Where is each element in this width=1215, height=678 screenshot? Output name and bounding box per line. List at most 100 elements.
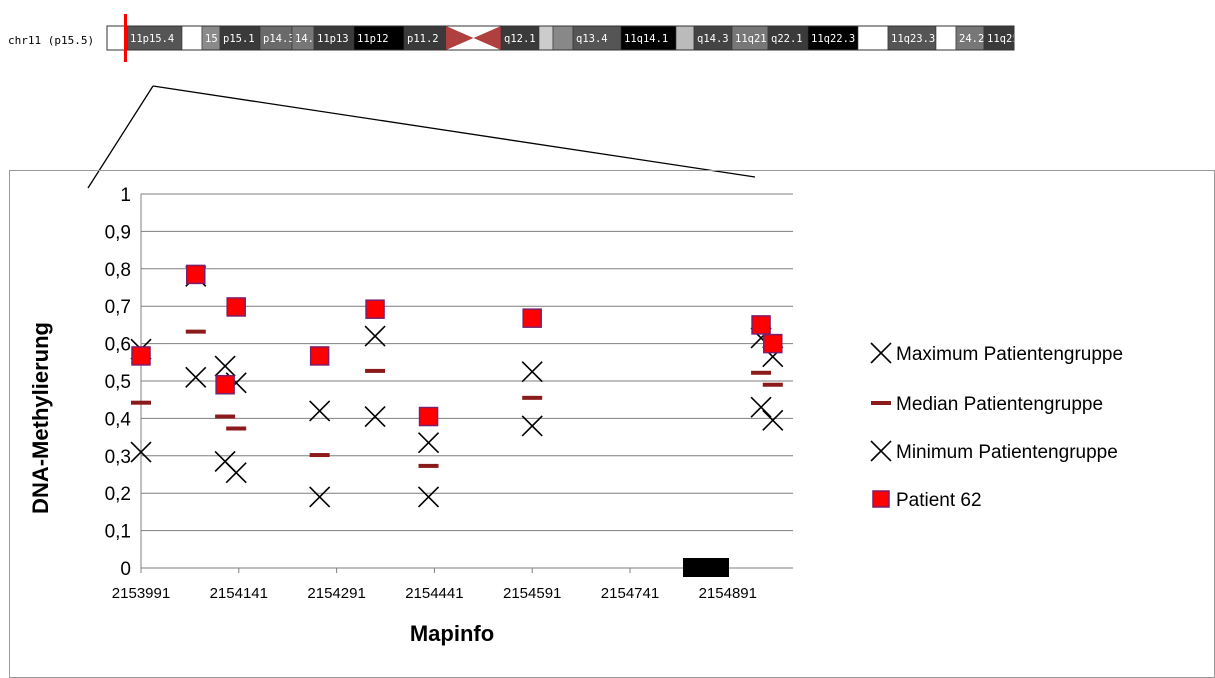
y-tick-label: 0,5 (105, 372, 131, 393)
band-label: 11q14.1 (624, 33, 668, 45)
band-label: 11q21 (735, 33, 767, 45)
chromosome-band (693, 25, 733, 51)
data-point (309, 486, 331, 508)
data-point (751, 370, 772, 375)
x-tick-label: 2153991 (112, 585, 170, 602)
data-point (417, 432, 440, 454)
data-point (226, 426, 247, 431)
data-point (215, 414, 236, 419)
legend-item: Maximum Patientengruppe (870, 342, 1123, 365)
legend-item: Minimum Patientengruppe (870, 440, 1118, 463)
band-label: q14.3 (697, 33, 729, 45)
y-tick-label: 0,3 (105, 447, 131, 468)
data-point (309, 400, 331, 422)
zoom-line-right (152, 85, 756, 178)
chromosome-band (538, 25, 554, 51)
data-point (131, 346, 151, 366)
series-4 (131, 264, 783, 427)
legend-label: Maximum Patientengruppe (896, 344, 1123, 365)
x-tick-label: 2154741 (601, 585, 659, 602)
legend-marker (870, 440, 892, 462)
chromosome-band (675, 25, 695, 51)
data-point (364, 405, 386, 428)
series-3 (130, 366, 784, 508)
band-label: 24.2 (959, 33, 984, 45)
legend-label: Median Patientengruppe (896, 394, 1103, 415)
band-label: 11q25 (987, 33, 1019, 45)
data-point (131, 400, 151, 405)
data-point (750, 396, 772, 418)
x-tick-label: 2154141 (210, 585, 268, 602)
band-label: p11.2 (407, 33, 439, 45)
legend: Maximum Patientengruppe Median Patienteng… (870, 342, 1123, 511)
y-axis-title: DNA-Methylierung (28, 322, 53, 514)
x-tick-label: 2154441 (405, 585, 463, 602)
legend-item: Patient 62 (872, 490, 982, 511)
legend-label: Patient 62 (896, 490, 982, 511)
data-point (364, 325, 386, 347)
data-point (521, 415, 543, 437)
data-point (522, 395, 543, 400)
data-point (215, 374, 235, 395)
chromosome-band (126, 25, 183, 51)
data-point (130, 441, 152, 463)
region-bar (683, 558, 729, 577)
y-tick-label: 0,6 (105, 335, 131, 356)
data-point (762, 382, 783, 387)
data-point (214, 355, 236, 377)
y-tick-label: 0,2 (105, 484, 131, 505)
data-point (751, 315, 771, 335)
band-label: 11p15.4 (130, 33, 174, 45)
data-point (418, 463, 439, 468)
chromosome-band (552, 25, 574, 51)
y-tick-label: 0,7 (105, 297, 131, 318)
data-point (365, 299, 385, 319)
data-point (186, 264, 206, 285)
band-label: q13.4 (576, 33, 608, 45)
data-point (309, 346, 330, 366)
plot-area: 1 0,9 0,8 0,7 0,6 0,5 0,4 0,3 0,2 0,1 0 2153991 2154… (105, 185, 793, 602)
x-tick-label: 2154891 (699, 585, 757, 602)
y-tick-label: 1 (120, 185, 131, 206)
legend-item: Median Patientengruppe (871, 394, 1103, 415)
data-point (522, 308, 542, 328)
series-1 (130, 265, 784, 394)
position-marker (124, 14, 127, 62)
y-tick-label: 0 (120, 559, 131, 580)
chromosome-band (935, 25, 957, 51)
chromosome-outline (106, 25, 1015, 51)
data-point (417, 486, 440, 508)
series-2 (131, 329, 783, 468)
band-label: q12.1 (504, 33, 536, 45)
zoom-line-left (87, 85, 154, 189)
y-tick-label: 0,4 (105, 409, 132, 430)
band-label: 11p13 (317, 33, 349, 45)
band-label: q22.1 (771, 33, 803, 45)
data-point (762, 409, 784, 431)
band-label: 11p12 (357, 33, 389, 45)
x-tick-label: 2154291 (307, 585, 365, 602)
data-point (185, 366, 207, 388)
y-tick-label: 0,9 (105, 222, 131, 243)
band-label: 11q22.3 (811, 33, 855, 45)
band-label: p14.3 (263, 33, 295, 45)
data-point (418, 406, 439, 427)
y-tick-label: 0,8 (105, 260, 131, 281)
x-tick-label: 2154591 (503, 585, 561, 602)
centromere-left (446, 26, 474, 50)
chromosome-band (857, 25, 889, 51)
chromosome-band (500, 25, 540, 51)
band-label: 11q23.3 (891, 33, 935, 45)
chromosome-band (983, 25, 1015, 51)
y-tick-label: 0,1 (105, 522, 131, 543)
data-point (185, 329, 206, 334)
data-point (225, 462, 247, 484)
legend-label: Minimum Patientengruppe (896, 442, 1118, 463)
data-point (309, 453, 330, 458)
data-point (763, 333, 783, 354)
chromosome-band (181, 25, 203, 51)
legend-marker (870, 342, 892, 364)
